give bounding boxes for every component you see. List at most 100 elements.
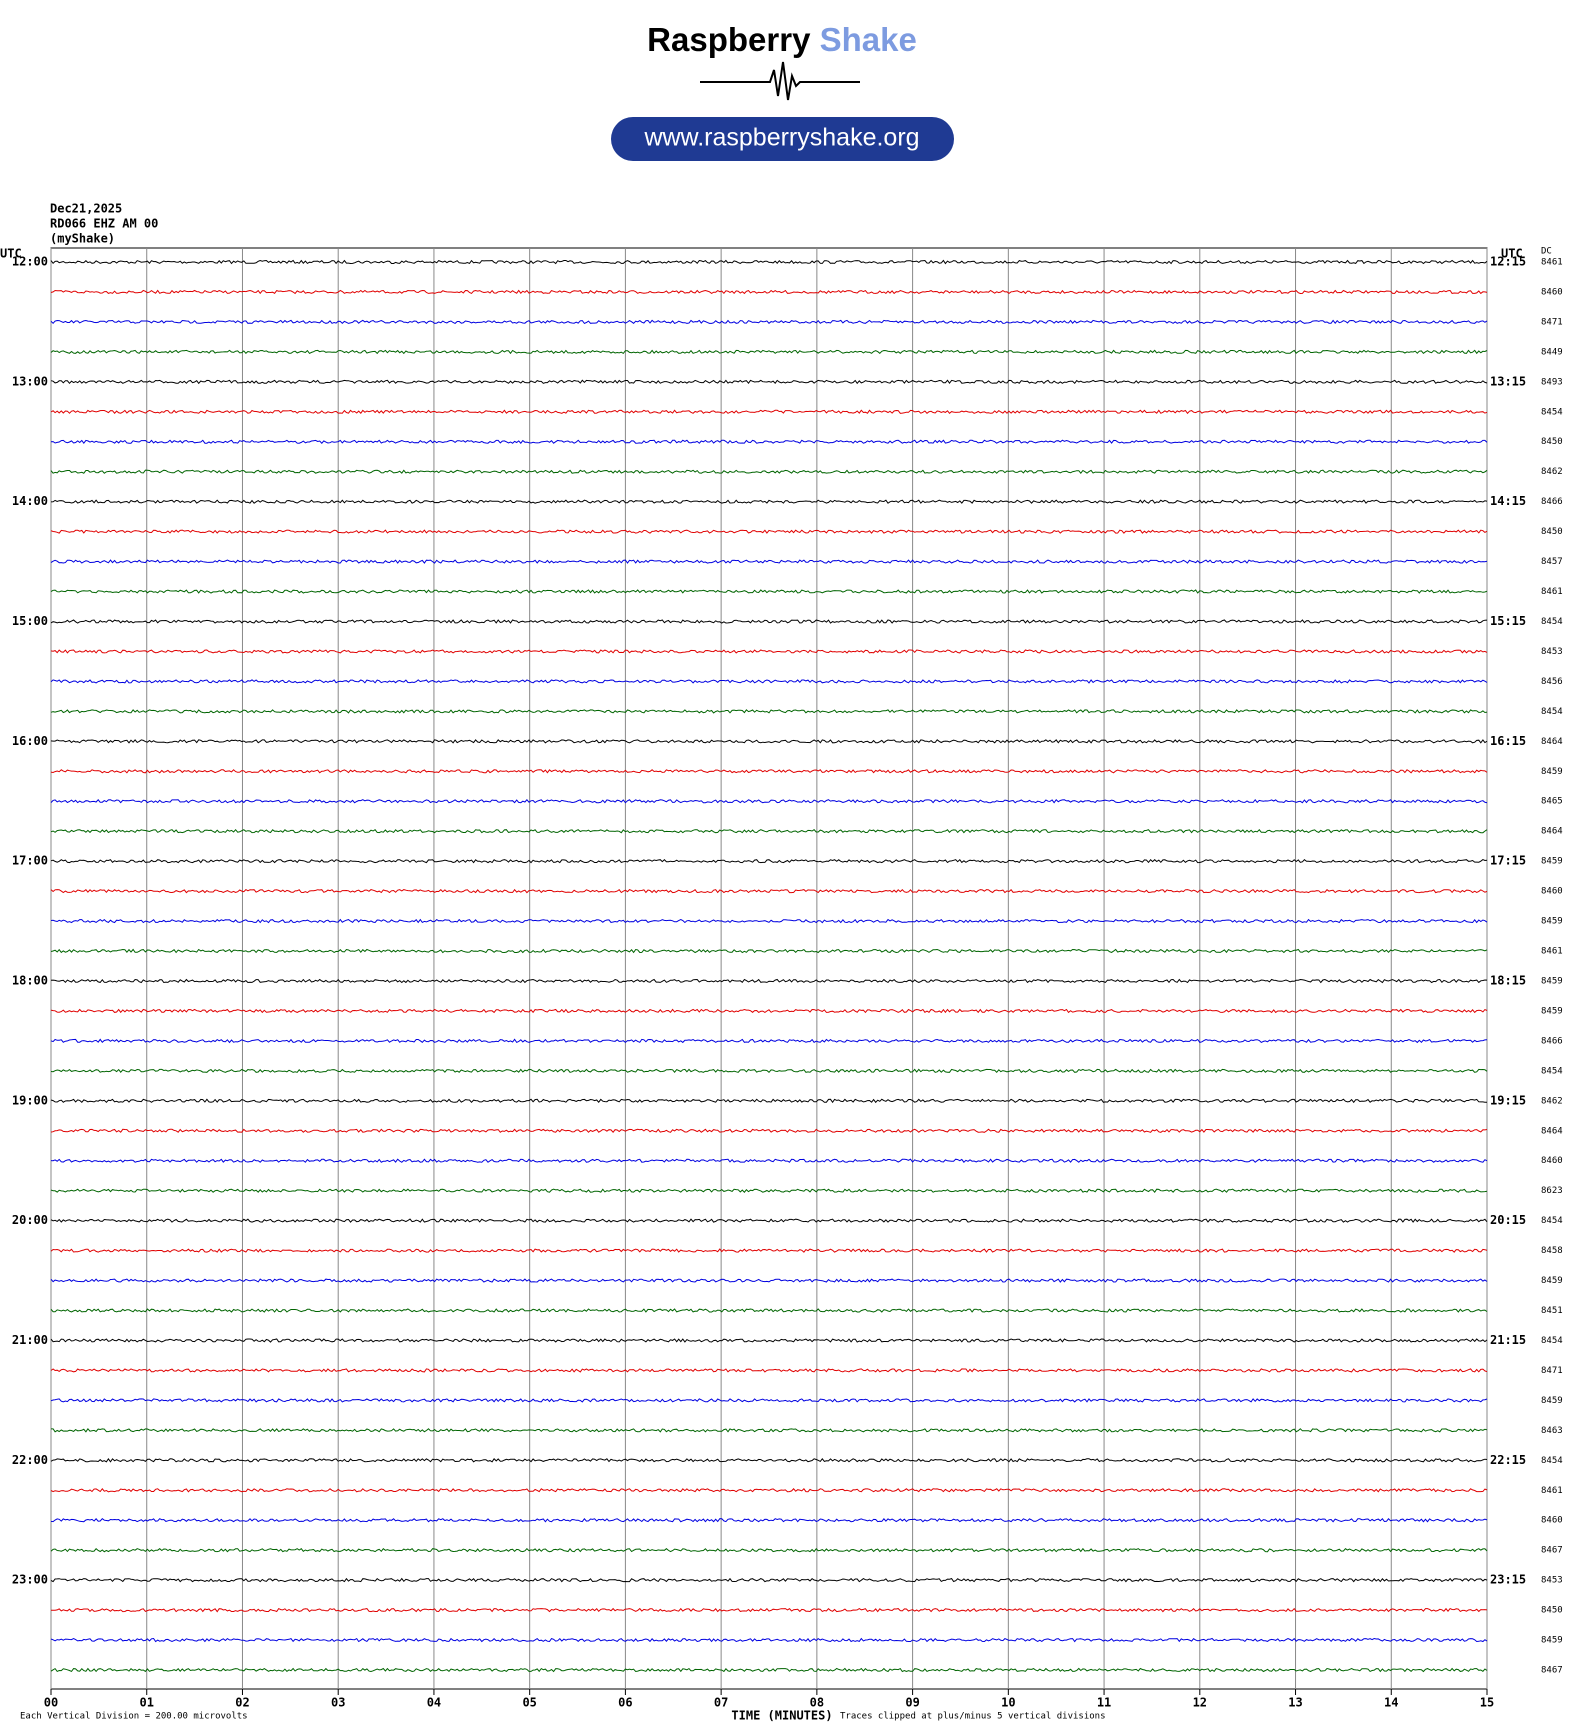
row-label-right: 15:15 <box>1490 614 1526 628</box>
dc-value: 8466 <box>1541 497 1563 507</box>
trace <box>50 469 1488 475</box>
station: RD066 EHZ AM 00 <box>50 217 158 231</box>
dc-value: 8454 <box>1541 1456 1563 1466</box>
row-label-left: 16:00 <box>12 734 48 748</box>
trace <box>50 1038 1488 1044</box>
row-label-right: 18:15 <box>1490 973 1526 987</box>
row-label-right: 14:15 <box>1490 494 1526 508</box>
dc-value: 8450 <box>1541 1606 1563 1616</box>
dc-value: 8454 <box>1541 1336 1563 1346</box>
dc-value: 8454 <box>1541 407 1563 417</box>
x-tick-label: 00 <box>44 1696 58 1710</box>
dc-value: 8462 <box>1541 1096 1563 1106</box>
x-tick-label: 07 <box>714 1696 728 1710</box>
trace <box>50 1338 1488 1343</box>
row-label-right: 13:15 <box>1490 374 1526 388</box>
row-label-left: 23:00 <box>12 1573 48 1587</box>
dc-value: 8463 <box>1541 1426 1563 1436</box>
trace <box>50 1457 1488 1463</box>
x-tick-label: 02 <box>235 1696 249 1710</box>
trace <box>50 319 1488 325</box>
trace <box>50 948 1488 954</box>
x-tick-label: 08 <box>810 1696 824 1710</box>
x-tick-label: 04 <box>427 1696 441 1710</box>
dc-value: 8493 <box>1541 377 1563 387</box>
trace <box>50 679 1488 684</box>
trace <box>50 1158 1488 1163</box>
dc-value: 8459 <box>1541 767 1563 777</box>
trace <box>50 798 1488 804</box>
dc-value: 8450 <box>1541 527 1563 537</box>
x-tick-label: 11 <box>1097 1696 1111 1710</box>
trace <box>50 1188 1488 1194</box>
trace <box>50 259 1488 265</box>
trace <box>50 978 1488 984</box>
row-label-left: 12:00 <box>12 255 48 269</box>
dc-value: 8467 <box>1541 1546 1563 1556</box>
trace <box>50 1667 1488 1673</box>
x-tick-label: 06 <box>618 1696 632 1710</box>
url-pill <box>611 117 954 161</box>
dc-value: 8459 <box>1541 1396 1563 1406</box>
row-label-left: 19:00 <box>12 1093 48 1107</box>
trace <box>50 858 1488 864</box>
dc-value: 8453 <box>1541 1576 1563 1586</box>
trace <box>50 828 1488 834</box>
x-tick-label: 12 <box>1193 1696 1207 1710</box>
x-tick-label: 15 <box>1480 1696 1494 1710</box>
x-tick-label: 10 <box>1001 1696 1015 1710</box>
brand-2: Shake <box>820 21 917 58</box>
row-label-left: 18:00 <box>12 973 48 987</box>
trace <box>50 1098 1488 1104</box>
trace <box>50 769 1488 774</box>
row-label-left: 21:00 <box>12 1333 48 1347</box>
logo-title: Raspberry Shake <box>647 21 917 58</box>
dc-value: 8464 <box>1541 737 1563 747</box>
row-label-left: 22:00 <box>12 1453 48 1467</box>
x-tick-label: 03 <box>331 1696 345 1710</box>
dc-value: 8460 <box>1541 1516 1563 1526</box>
trace <box>50 1488 1488 1493</box>
dc-value: 8471 <box>1541 317 1563 327</box>
dc-value: 8457 <box>1541 557 1563 567</box>
dc-value: 8459 <box>1541 1006 1563 1016</box>
dc-value: 8460 <box>1541 1156 1563 1166</box>
trace <box>50 739 1488 744</box>
trace <box>50 1248 1488 1253</box>
trace <box>50 1278 1488 1283</box>
trace <box>51 1607 1488 1613</box>
trace <box>50 888 1488 894</box>
trace <box>50 559 1488 564</box>
dc-value: 8454 <box>1541 707 1563 717</box>
row-label-right: 20:15 <box>1490 1213 1526 1227</box>
scale-note: Each Vertical Division = 200.00 microvol… <box>20 1712 248 1722</box>
left-axis-label: UTC <box>0 247 22 261</box>
dc-value: 8464 <box>1541 827 1563 837</box>
dc-value: 8462 <box>1541 467 1563 477</box>
row-label-right: 21:15 <box>1490 1333 1526 1347</box>
dc-value: 8459 <box>1541 857 1563 867</box>
x-tick-label: 13 <box>1288 1696 1302 1710</box>
dc-value: 8458 <box>1541 1246 1563 1256</box>
trace <box>50 918 1488 924</box>
row-label-right: 17:15 <box>1490 854 1526 868</box>
trace <box>50 409 1488 415</box>
dc-value: 8460 <box>1541 287 1563 297</box>
dc-label: DC <box>1541 247 1552 257</box>
trace <box>50 1068 1488 1074</box>
row-label-left: 15:00 <box>12 614 48 628</box>
dc-value: 8449 <box>1541 347 1563 357</box>
row-label-right: 22:15 <box>1490 1453 1526 1467</box>
trace <box>50 709 1488 714</box>
dc-value: 8454 <box>1541 1066 1563 1076</box>
x-tick-label: 01 <box>140 1696 154 1710</box>
dc-value: 8461 <box>1541 947 1563 957</box>
trace <box>50 1308 1488 1313</box>
row-label-left: 14:00 <box>12 494 48 508</box>
trace <box>50 529 1488 534</box>
x-tick-label: 14 <box>1384 1696 1398 1710</box>
row-label-left: 17:00 <box>12 854 48 868</box>
date: Dec21,2025 <box>50 202 122 216</box>
trace <box>50 1547 1488 1553</box>
